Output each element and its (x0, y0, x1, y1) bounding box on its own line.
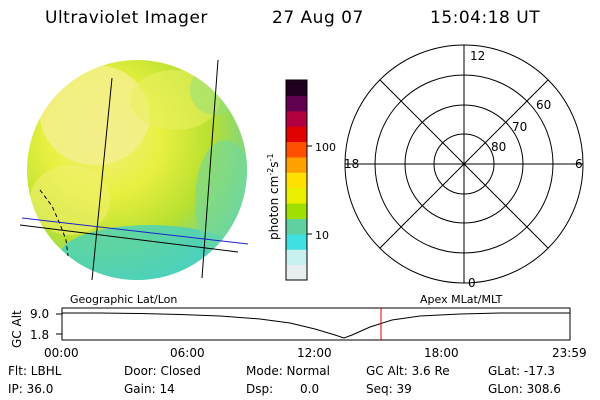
lat-label-70: 70 (512, 120, 527, 134)
lat-label-60: 60 (536, 98, 551, 112)
mlt-label-0: 0 (468, 276, 476, 290)
colorbar (286, 80, 307, 281)
altitude-ytick-1.8: 1.8 (30, 328, 49, 342)
time-tick-0000: 00:00 (44, 346, 79, 360)
date-label: 27 Aug 07 (272, 8, 364, 28)
instrument-title: Ultraviolet Imager (45, 8, 208, 28)
gc-alt-info: GC Alt: 3.6 Re (366, 364, 450, 378)
colorbar-segment (286, 110, 307, 127)
lat-label-80: 80 (491, 140, 506, 154)
mode-info: Mode: Normal (246, 364, 330, 378)
filter-info: Flt: LBHL (8, 364, 62, 378)
colorbar-segment (286, 141, 307, 158)
geographic-gridlines (19, 59, 239, 281)
altitude-plot-frame (61, 307, 571, 341)
time-tick-2359: 23:59 (552, 346, 587, 360)
time-tick-1200: 12:00 (297, 346, 332, 360)
colorbar-segment (286, 126, 307, 143)
polar-grid (344, 44, 584, 284)
colorbar-segment (286, 218, 307, 235)
door-info: Door: Closed (124, 364, 201, 378)
colorbar-segment (286, 187, 307, 204)
time-label: 15:04:18 UT (430, 8, 541, 28)
mlt-label-18: 18 (344, 157, 359, 171)
seq-info: Seq: 39 (366, 382, 412, 396)
altitude-ytick-9: 9.0 (30, 307, 49, 321)
glon-info: GLon: 308.6 (488, 382, 561, 396)
geographic-label: Geographic Lat/Lon (70, 293, 177, 306)
colorbar-segment (286, 95, 307, 112)
colorbar-segment (286, 249, 307, 266)
colorbar-segment (286, 156, 307, 173)
colorbar-segment (286, 172, 307, 189)
dsp-label: Dsp: (246, 382, 274, 396)
mlt-label-6: 6 (575, 157, 583, 171)
altitude-curve (62, 312, 570, 339)
colorbar-segment (286, 264, 307, 281)
colorbar-segment (286, 80, 307, 96)
dsp-value: 0.0 (300, 382, 320, 396)
colorbar-frame (285, 79, 308, 281)
glat-info: GLat: -17.3 (488, 364, 555, 378)
apex-label: Apex MLat/MLT (420, 293, 503, 306)
colorbar-segment (286, 233, 307, 250)
time-tick-1800: 18:00 (424, 346, 459, 360)
colorbar-segment (286, 203, 307, 219)
colorbar-tick-10: 10 (315, 229, 329, 242)
magnetic-line (21, 217, 249, 245)
mlt-label-12: 12 (470, 49, 485, 63)
colorbar-label: photon cm-2s-1 (266, 153, 281, 240)
uv-image-disk (27, 60, 247, 280)
altitude-ylabel: GC Alt (10, 310, 24, 348)
gain-info: Gain: 14 (124, 382, 175, 396)
altitude-plot (56, 307, 571, 341)
ip-info: IP: 36.0 (8, 382, 54, 396)
colorbar-tick-100: 100 (315, 141, 336, 154)
time-tick-0600: 06:00 (170, 346, 205, 360)
